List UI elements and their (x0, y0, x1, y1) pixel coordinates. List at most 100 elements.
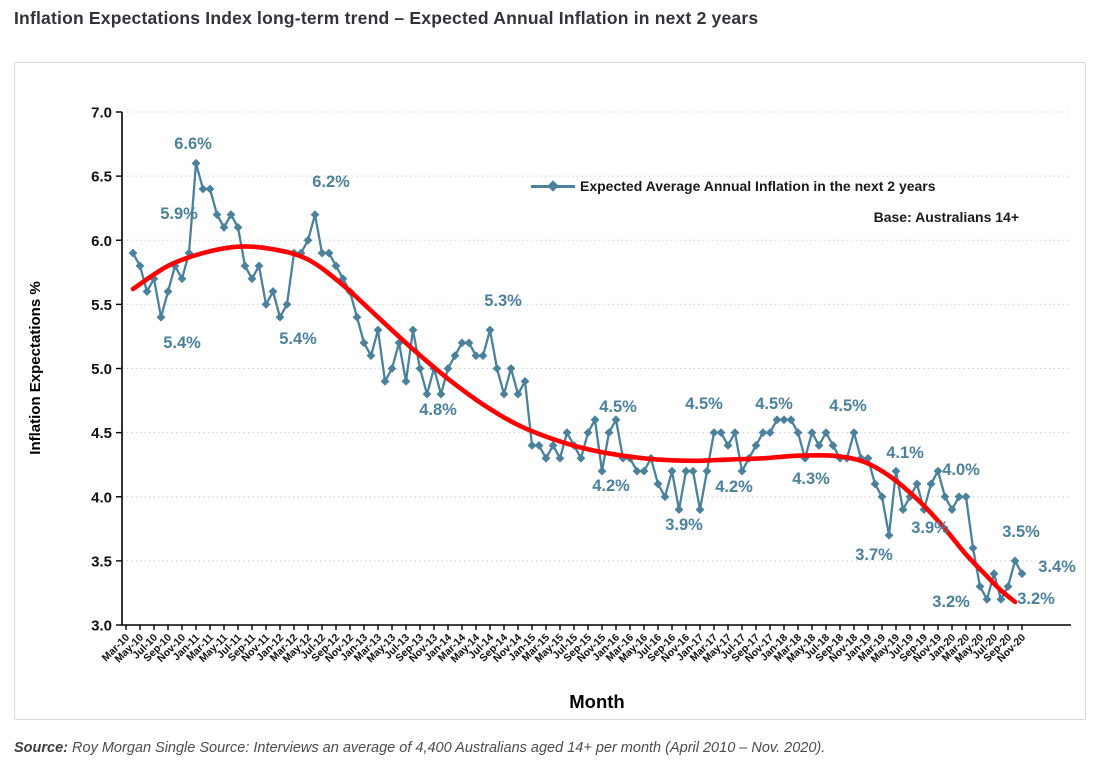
data-label: 4.3% (792, 470, 830, 488)
data-point-marker (205, 184, 215, 194)
data-point-marker (954, 492, 964, 502)
data-point-marker (373, 325, 383, 335)
trend-line (130, 244, 1018, 605)
data-point-marker (457, 338, 467, 348)
chart-legend: Expected Average Annual Inflation in the… (531, 178, 936, 194)
data-point-marker (443, 364, 453, 373)
source-text: Roy Morgan Single Source: Interviews an … (68, 740, 826, 756)
data-point-marker (765, 428, 775, 438)
data-label: 5.3% (484, 292, 522, 310)
data-point-marker (478, 351, 488, 361)
data-point-marker (667, 466, 677, 476)
y-tick-label: 4.0 (91, 489, 112, 506)
data-point-marker (464, 338, 474, 348)
data-point-marker (604, 428, 614, 438)
data-point-marker (324, 248, 334, 258)
data-point-marker (422, 389, 432, 399)
data-point-marker (359, 338, 369, 348)
data-point-marker (716, 428, 726, 438)
series-line-marker-icon (531, 179, 575, 192)
y-axis-title: Inflation Expectations % (27, 281, 44, 455)
data-point-marker (184, 248, 194, 258)
data-label: 4.8% (419, 401, 457, 419)
data-point-marker (940, 492, 950, 502)
data-label: 4.5% (755, 395, 793, 413)
data-point-marker (163, 287, 173, 296)
data-point-marker (870, 479, 880, 489)
data-point-marker (296, 248, 306, 258)
data-point-marker (541, 453, 551, 463)
data-point-marker (247, 274, 257, 284)
data-label: 6.2% (312, 173, 350, 191)
data-point-marker (415, 364, 425, 373)
data-point-marker (779, 415, 789, 425)
data-point-marker (1003, 582, 1013, 591)
data-point-marker (436, 389, 446, 399)
data-label: 3.2% (932, 593, 970, 611)
data-point-marker (975, 582, 985, 591)
data-point-marker (387, 364, 397, 373)
data-point-marker (212, 210, 222, 219)
data-point-marker (737, 466, 747, 476)
data-point-marker (695, 505, 705, 514)
data-point-marker (898, 505, 908, 514)
data-point-marker (191, 158, 201, 168)
data-point-marker (786, 415, 796, 425)
data-point-marker (730, 428, 740, 438)
data-point-marker (758, 428, 768, 438)
data-point-marker (653, 479, 663, 489)
data-label: 3.7% (855, 546, 893, 564)
data-point-marker (912, 479, 922, 489)
data-point-marker (576, 453, 586, 463)
data-point-marker (905, 492, 915, 502)
data-point-marker (303, 235, 313, 245)
data-label: 5.4% (279, 330, 317, 348)
y-tick-label: 6.5 (91, 169, 112, 186)
data-point-marker (926, 479, 936, 489)
data-point-marker (310, 210, 320, 219)
y-tick-label: 6.0 (91, 233, 112, 250)
data-label: 4.2% (715, 478, 753, 496)
data-point-marker (226, 210, 236, 219)
data-label: 3.9% (911, 519, 949, 537)
data-point-marker (261, 299, 271, 309)
data-point-marker (471, 351, 481, 361)
data-point-marker (506, 364, 516, 373)
source-prefix: Source: (14, 740, 68, 756)
data-point-marker (828, 441, 838, 450)
base-note: Base: Australians 14+ (873, 209, 1019, 225)
data-point-marker (135, 261, 145, 271)
data-point-marker (583, 428, 593, 438)
data-point-marker (947, 505, 957, 514)
data-point-marker (982, 594, 992, 604)
data-point-marker (198, 184, 208, 194)
data-point-marker (1017, 569, 1027, 579)
data-point-marker (639, 466, 649, 476)
data-point-marker (751, 441, 761, 450)
data-point-marker (128, 248, 138, 258)
data-point-marker (156, 312, 166, 322)
data-label: 5.4% (163, 334, 201, 352)
data-point-marker (233, 223, 243, 232)
chart-canvas: 7.06.56.05.55.04.54.03.53.0Mar-10May-10J… (91, 105, 1076, 666)
data-point-marker (814, 441, 824, 450)
data-point-marker (884, 530, 894, 540)
data-point-marker (611, 415, 621, 425)
data-label: 5.9% (160, 205, 198, 223)
data-point-marker (268, 287, 278, 296)
data-point-marker (520, 376, 530, 386)
data-point-marker (877, 492, 887, 502)
data-label: 3.2% (1017, 590, 1055, 608)
data-label: 3.4% (1038, 558, 1076, 576)
data-point-marker (723, 441, 733, 450)
data-point-marker (513, 389, 523, 399)
data-point-marker (968, 543, 978, 553)
data-point-marker (254, 261, 264, 271)
data-point-marker (562, 428, 572, 438)
data-point-marker (492, 364, 502, 373)
data-point-marker (408, 325, 418, 335)
data-point-marker (807, 428, 817, 438)
y-tick-label: 3.0 (91, 618, 112, 635)
data-point-marker (142, 287, 152, 296)
